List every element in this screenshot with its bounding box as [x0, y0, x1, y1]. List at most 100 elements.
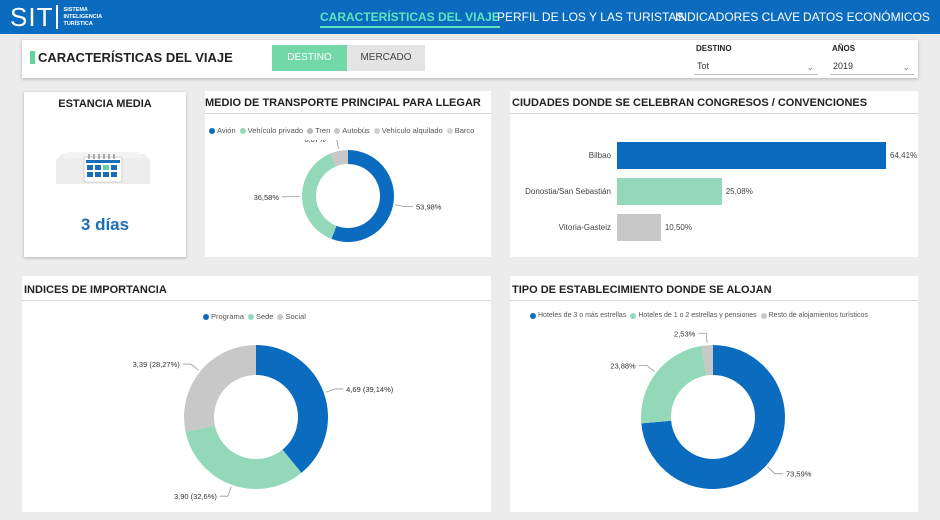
nav-caracteristicas-del-viaje[interactable]: CARACTERÍSTICAS DEL VIAJE: [320, 0, 500, 34]
lodging-data-label: 23,88%: [610, 361, 636, 370]
legend-dot: [446, 127, 453, 134]
chevron-down-icon: ⌄: [902, 62, 910, 72]
legend-dot: [239, 127, 246, 134]
page-title: CARACTERÍSTICAS DEL VIAJE: [30, 50, 233, 65]
importance-leader-line: [182, 363, 199, 371]
legend-dot: [334, 127, 341, 134]
bar-3[interactable]: [617, 214, 661, 241]
legend-item[interactable]: Sede: [247, 312, 274, 321]
legend-item[interactable]: Tren: [307, 126, 330, 135]
bar-value-label: 64,41%: [890, 151, 918, 160]
importance-donut-chart: 4,69 (39,14%) 3,90 (32,6%) 3,39 (28,27%): [133, 345, 394, 501]
legend-label: Programa: [211, 312, 244, 321]
legend-dot: [530, 312, 536, 319]
header-card: [22, 40, 918, 78]
legend-dot: [277, 313, 284, 320]
lodging-data-label: 2,53%: [674, 329, 696, 338]
destino-filter-label: DESTINO: [696, 44, 732, 53]
bar-value-label: 25,08%: [725, 187, 753, 196]
transport-data-label: 6,07%: [304, 140, 326, 144]
legend-label: Social: [285, 312, 306, 321]
lodging-leader-line: [638, 364, 655, 372]
legend-label: Avión: [217, 126, 236, 135]
legend-item[interactable]: Programa: [203, 312, 244, 321]
chevron-down-icon: ⌄: [806, 62, 814, 72]
importance-leader-line: [325, 388, 344, 393]
legend-item[interactable]: Vehículo alquilado: [373, 126, 443, 135]
legend-item[interactable]: Resto de alojamientos turísticos: [760, 312, 868, 319]
legend-label: Tren: [315, 126, 331, 135]
estancia-media-title: ESTANCIA MEDIA: [58, 98, 152, 110]
lodging-title: TIPO DE ESTABLECIMIENTO DONDE SE ALOJAN: [512, 284, 772, 296]
legend-dot: [203, 313, 209, 320]
legend-item[interactable]: Vehículo privado: [239, 126, 304, 135]
legend-item[interactable]: Social: [277, 312, 306, 321]
legend-label: Sede: [255, 312, 274, 321]
legend-label: Hoteles de 1 o 2 estrellas y pensiones: [638, 312, 757, 319]
legend-label: Vehículo privado: [247, 126, 304, 135]
importance-slice-1[interactable]: [256, 345, 328, 473]
estancia-media-value: 3 días: [80, 215, 130, 234]
bar-2[interactable]: [617, 178, 722, 205]
legend-item[interactable]: Barco: [446, 126, 475, 135]
transport-title: MEDIO DE TRANSPORTE PRINCIPAL PARA LLEGA…: [205, 97, 481, 109]
anos-dropdown[interactable]: 2019 ⌄: [830, 58, 914, 75]
logo-divider: [56, 5, 59, 29]
bar-category-label: Vitoria-Gasteiz: [558, 223, 611, 232]
transport-slice-1[interactable]: [331, 150, 394, 242]
importance-data-label: 3,39 (28,27%): [133, 360, 181, 369]
nav-perfil-turistas[interactable]: PERFIL DE LOS Y LAS TURISTAS: [497, 10, 685, 24]
lodging-data-label: 73,59%: [786, 470, 812, 479]
importance-title-divider: [22, 300, 491, 301]
bar-value-label: 10,50%: [664, 223, 692, 232]
logo-line-3: TURÍSTICA: [63, 20, 93, 27]
destino-dropdown-value: Tot: [697, 61, 710, 71]
importance-data-label: 3,90 (32,6%): [174, 492, 217, 501]
destino-dropdown[interactable]: Tot ⌄: [694, 58, 818, 75]
calendar-icon: [56, 152, 150, 184]
toggle-destino-button[interactable]: DESTINO: [272, 45, 347, 71]
legend-item[interactable]: Hoteles de 3 o más estrellas: [530, 312, 626, 319]
lodging-slice-2[interactable]: [641, 345, 707, 424]
legend-dot: [307, 127, 314, 134]
legend-label: Barco: [454, 126, 475, 135]
importance-slice-2[interactable]: [185, 425, 302, 489]
transport-data-label: 53,98%: [416, 203, 442, 212]
legend-dot: [209, 127, 215, 134]
lodging-donut-chart: 73,59% 23,88% 2,53%: [610, 329, 812, 489]
bar-1[interactable]: [617, 142, 886, 169]
nav-datos-economicos[interactable]: DATOS ECONÓMICOS: [803, 10, 930, 24]
cities-title-divider: [510, 113, 918, 114]
anos-filter-label: AÑOS: [832, 44, 856, 53]
toggle-mercado-button[interactable]: MERCADO: [347, 45, 425, 71]
logo-line-1: SISTEMA: [63, 6, 88, 13]
transport-leader-line: [336, 140, 339, 150]
legend-dot: [630, 312, 637, 319]
importance-slice-3[interactable]: [184, 345, 256, 432]
transport-title-divider: [205, 113, 491, 114]
top-navigation-bar: SIT SISTEMA INTELIGENCIA TURÍSTICA CARAC…: [0, 0, 940, 34]
transport-donut-chart: 53,98% 36,58% 6,07%: [254, 140, 442, 242]
transport-slice-3[interactable]: [330, 150, 348, 167]
legend-item[interactable]: Autobús: [334, 126, 370, 135]
lodging-slice-1[interactable]: [641, 345, 785, 489]
legend-dot: [760, 312, 767, 319]
lodging-slice-3[interactable]: [701, 345, 713, 376]
transport-slice-2[interactable]: [302, 153, 337, 239]
sit-logo[interactable]: SIT SISTEMA INTELIGENCIA TURÍSTICA: [10, 2, 102, 32]
legend-item[interactable]: Hoteles de 1 o 2 estrellas y pensiones: [630, 312, 757, 319]
transport-data-label: 36,58%: [254, 193, 280, 202]
bar-category-label: Donostia/San Sebastián: [525, 187, 611, 196]
lodging-legend: Hoteles de 3 o más estrellas Hoteles de …: [530, 312, 868, 319]
legend-dot: [247, 313, 254, 320]
page-title-text: CARACTERÍSTICAS DEL VIAJE: [38, 50, 233, 65]
importance-legend: Programa Sede Social: [203, 312, 306, 321]
nav-indicadores-clave[interactable]: INDICADORES CLAVE: [675, 10, 801, 24]
logo-text: SISTEMA INTELIGENCIA TURÍSTICA: [63, 7, 102, 28]
legend-label: Autobús: [342, 126, 370, 135]
cities-panel: [510, 91, 918, 257]
logo-line-2: INTELIGENCIA: [63, 13, 103, 20]
bar-category-label: Bilbao: [588, 151, 611, 160]
legend-item[interactable]: Avión: [209, 126, 236, 135]
transport-leader-line: [395, 204, 414, 208]
